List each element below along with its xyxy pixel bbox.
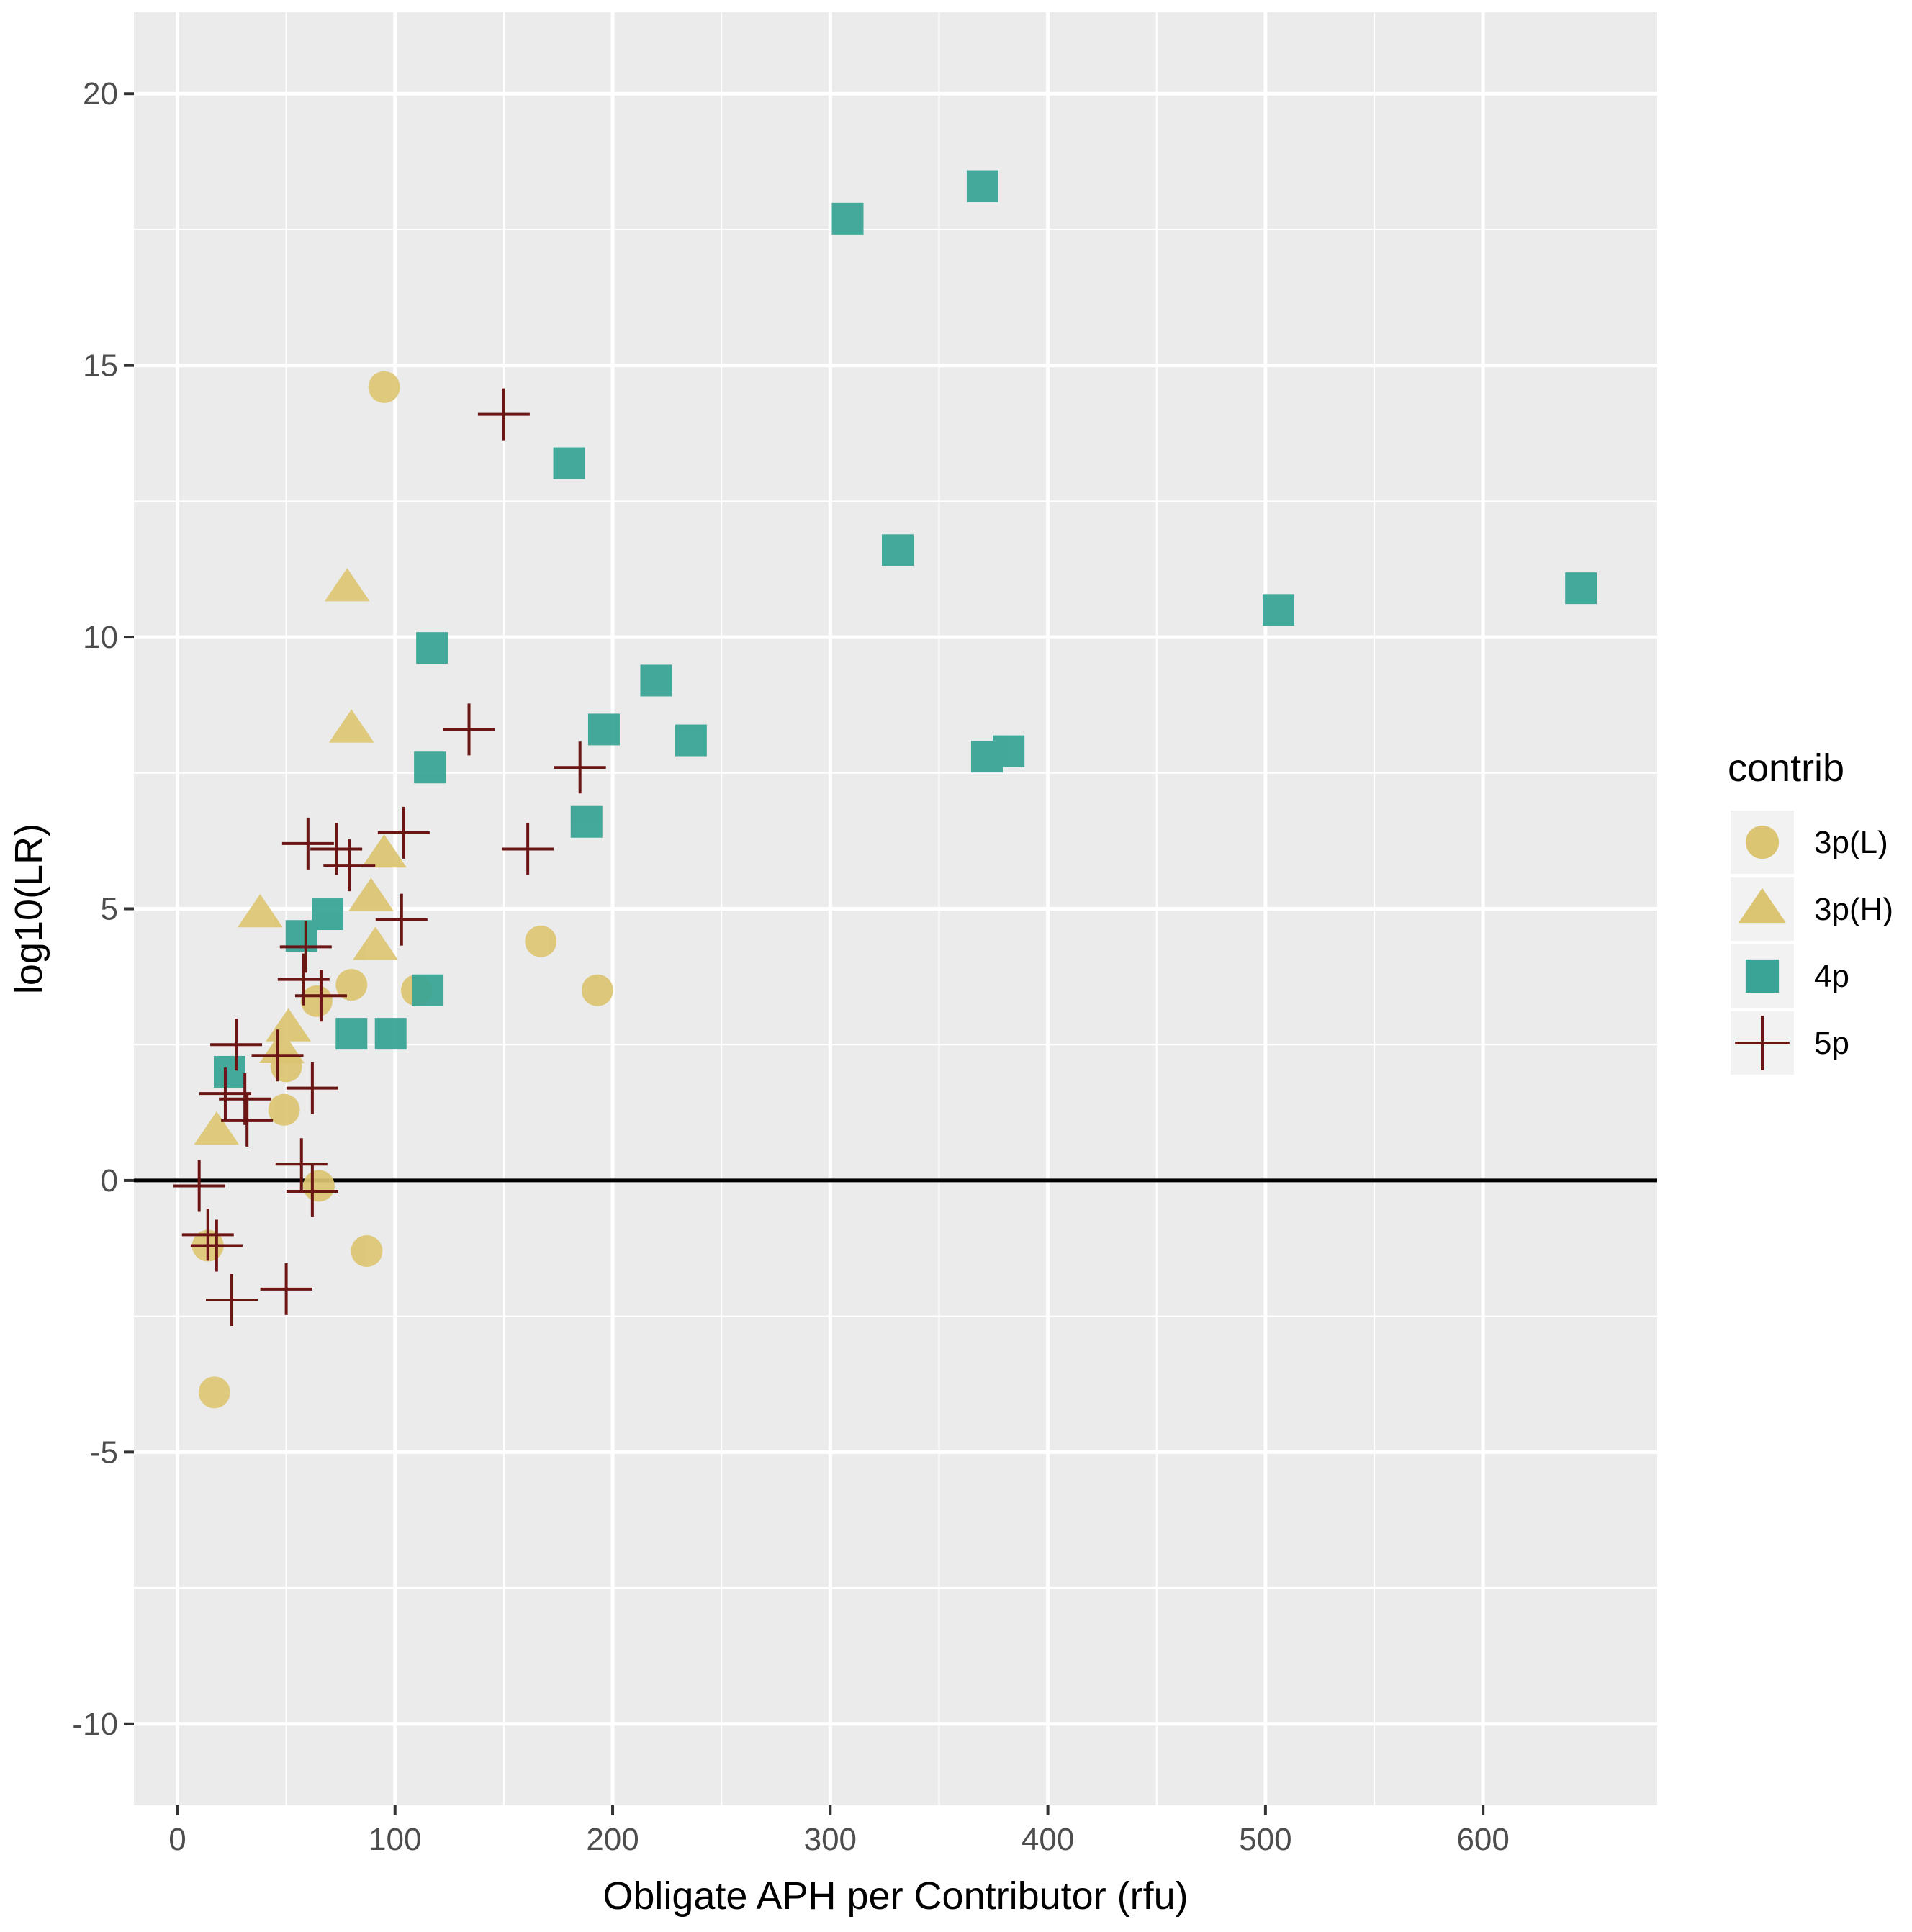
data-point-3p(H) — [324, 568, 370, 602]
y-axis-title: log10(LR) — [7, 823, 50, 994]
data-point-3p(L) — [198, 1376, 230, 1409]
data-point-5p — [210, 1019, 263, 1071]
data-point-3p(L) — [581, 974, 613, 1006]
data-point-4p — [416, 632, 448, 664]
data-point-4p — [882, 534, 914, 566]
data-point-5p — [260, 1263, 312, 1315]
x-tick-label: 300 — [804, 1822, 857, 1857]
legend-symbol-3p(L) — [1745, 825, 1780, 859]
data-point-3p(H) — [361, 834, 407, 868]
data-point-4p — [587, 713, 620, 746]
data-point-5p — [502, 823, 554, 875]
data-point-5p — [221, 1094, 274, 1147]
data-point-4p — [970, 741, 1003, 773]
data-point-4p — [1565, 572, 1597, 605]
data-point-5p — [181, 1209, 234, 1261]
data-point-5p — [173, 1160, 225, 1212]
data-point-5p — [286, 1165, 338, 1218]
data-point-5p — [199, 1067, 251, 1120]
data-point-5p — [281, 817, 334, 870]
data-point-3p(H) — [348, 877, 394, 911]
x-tick-label: 200 — [586, 1822, 639, 1857]
data-point-3p(L) — [351, 1235, 383, 1268]
data-point-4p — [1263, 594, 1295, 626]
data-point-4p — [640, 664, 672, 697]
legend-symbol-5p — [1735, 1016, 1790, 1070]
data-point-5p — [275, 1138, 328, 1191]
data-point-4p — [374, 1018, 407, 1050]
y-tick-label: 5 — [101, 892, 118, 927]
data-point-3p(H) — [353, 926, 398, 960]
data-point-5p — [377, 806, 430, 859]
data-point-5p — [477, 388, 530, 441]
legend-title: contrib — [1728, 746, 1844, 790]
data-point-4p — [214, 1055, 246, 1088]
y-tick-label: -10 — [72, 1707, 118, 1742]
data-point-5p — [206, 1273, 258, 1326]
data-point-4p — [414, 751, 446, 784]
x-tick-label: 400 — [1022, 1822, 1074, 1857]
data-point-4p — [335, 1018, 368, 1050]
data-point-5p — [219, 1073, 271, 1125]
legend-label-3p(H): 3p(H) — [1814, 892, 1893, 927]
data-point-5p — [190, 1219, 243, 1272]
legend-symbol-4p — [1745, 959, 1780, 993]
y-tick-label: 10 — [83, 620, 118, 655]
x-axis-title: Obligate APH per Contributor (rfu) — [603, 1874, 1188, 1918]
data-points — [173, 170, 1597, 1409]
data-point-4p — [831, 202, 864, 235]
data-point-5p — [443, 703, 495, 756]
data-point-3p(L) — [368, 371, 400, 403]
y-tick-label: 15 — [83, 348, 118, 384]
series-5p — [173, 388, 606, 1326]
data-point-5p — [294, 970, 347, 1022]
data-point-5p — [279, 921, 332, 973]
series-4p — [214, 170, 1597, 1088]
legend-label-5p: 5p — [1814, 1026, 1849, 1061]
grid-lines — [134, 12, 1657, 1805]
data-point-4p — [412, 974, 444, 1006]
data-point-3p(L) — [300, 985, 333, 1017]
data-point-5p — [554, 741, 606, 794]
series-3p(L) — [191, 371, 613, 1409]
data-point-3p(H) — [237, 894, 283, 928]
y-tick-label: 0 — [101, 1163, 118, 1199]
data-point-5p — [286, 1062, 338, 1114]
data-point-4p — [553, 447, 585, 479]
x-tick-label: 500 — [1239, 1822, 1291, 1857]
data-point-3p(H) — [328, 709, 374, 743]
x-tick-label: 100 — [369, 1822, 421, 1857]
legend-symbol-3p(H) — [1739, 888, 1786, 924]
data-point-3p(L) — [525, 925, 557, 957]
data-point-4p — [675, 724, 707, 757]
data-point-3p(L) — [335, 969, 368, 1001]
data-point-5p — [375, 893, 428, 946]
x-tick-label: 0 — [168, 1822, 186, 1857]
data-point-4p — [966, 170, 998, 202]
data-point-5p — [323, 839, 376, 892]
data-point-5p — [251, 1029, 304, 1082]
legend: contrib 3p(L) 3p(H) 4p 5p — [1728, 746, 1893, 1075]
x-tick-label: 600 — [1456, 1822, 1509, 1857]
legend-label-4p: 4p — [1814, 959, 1849, 994]
y-tick-label: 20 — [83, 76, 118, 112]
y-tick-label: -5 — [90, 1435, 118, 1470]
data-point-3p(L) — [302, 1170, 335, 1202]
data-point-4p — [570, 805, 603, 838]
legend-items: 3p(L) 3p(H) 4p 5p — [1731, 811, 1893, 1075]
data-point-3p(L) — [268, 1093, 300, 1126]
data-point-3p(H) — [194, 1111, 240, 1145]
legend-label-3p(L): 3p(L) — [1814, 825, 1888, 860]
